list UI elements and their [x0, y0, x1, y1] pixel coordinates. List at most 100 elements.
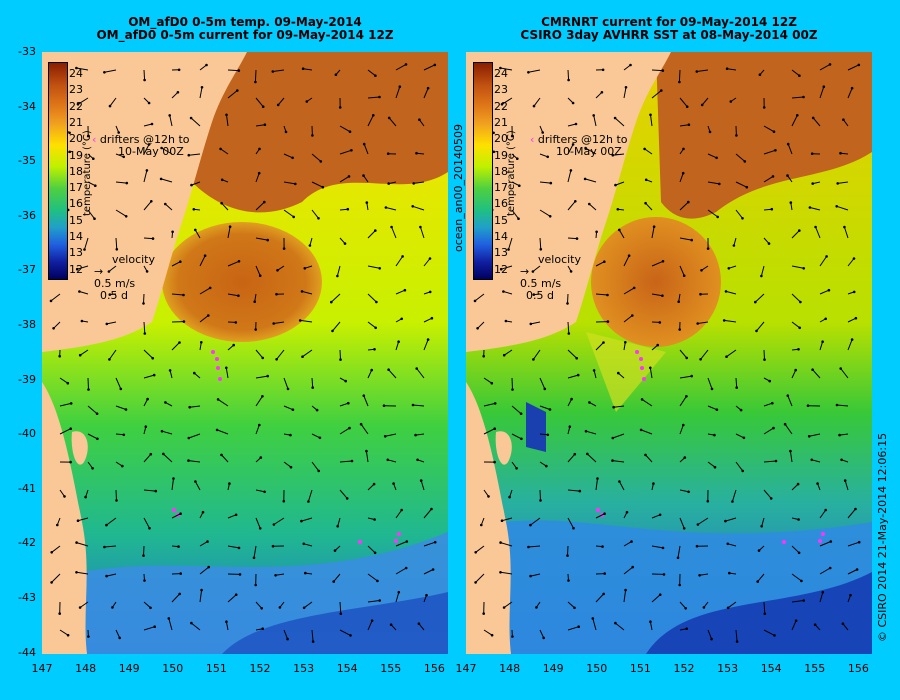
current-vector	[819, 63, 831, 71]
current-vector	[143, 453, 152, 463]
current-vector	[503, 349, 513, 356]
current-vector-head	[276, 103, 280, 107]
current-vector-head	[570, 397, 573, 401]
current-vector-head	[517, 217, 520, 220]
current-vector	[367, 573, 378, 582]
left-sst-map[interactable]	[42, 52, 448, 654]
current-vector-head	[838, 433, 841, 437]
current-vector-head	[783, 422, 787, 426]
current-vector	[567, 293, 569, 304]
current-vector	[586, 453, 597, 463]
current-vector-head	[415, 151, 418, 155]
current-vector-head	[535, 606, 538, 609]
current-vector-head	[105, 322, 109, 326]
current-vector	[385, 433, 397, 437]
current-vector	[475, 545, 485, 553]
current-vector-head	[706, 499, 710, 503]
current-vector	[301, 517, 313, 522]
current-vector-head	[80, 319, 84, 323]
current-vector	[679, 375, 692, 379]
southern-land	[42, 382, 87, 654]
current-vector-head	[272, 523, 276, 526]
current-vector-head	[122, 433, 126, 437]
current-vector-head	[304, 571, 307, 575]
current-vector-head	[117, 131, 120, 134]
current-vector-head	[276, 269, 279, 272]
current-vector-head	[87, 388, 90, 391]
current-vector-head	[108, 293, 112, 296]
current-vector	[528, 69, 541, 73]
current-vector	[143, 293, 145, 304]
current-vector-head	[771, 401, 774, 405]
current-vector	[843, 226, 849, 239]
current-vector	[763, 208, 772, 211]
current-vector-head	[311, 640, 315, 643]
current-vector-head	[317, 217, 320, 220]
current-vector	[679, 265, 685, 276]
current-vector-head	[482, 354, 485, 358]
current-vector-head	[854, 507, 857, 511]
current-vector	[475, 573, 485, 583]
current-vector-head	[573, 606, 576, 610]
current-vector	[678, 293, 681, 302]
longitude-tick-label: 156	[423, 662, 445, 675]
current-vector	[735, 209, 743, 219]
current-vector-head	[546, 155, 549, 159]
current-vector-head	[397, 590, 401, 594]
right-colorbar	[473, 62, 493, 280]
current-vector-head	[601, 545, 604, 548]
current-vector	[679, 517, 685, 529]
current-vector-head	[806, 404, 810, 408]
current-vector-head	[493, 460, 496, 464]
current-vector	[255, 349, 264, 359]
current-vector-head	[107, 270, 111, 273]
current-vector-head	[687, 490, 690, 494]
current-vector-head	[302, 606, 306, 610]
current-vector	[707, 153, 717, 159]
current-vector	[171, 261, 181, 267]
current-vector-head	[770, 207, 774, 211]
current-vector-head	[142, 302, 145, 305]
current-vector-head	[319, 160, 323, 163]
current-vector	[567, 374, 579, 379]
current-vector	[847, 508, 856, 519]
current-vector-head	[618, 480, 621, 483]
current-vector	[189, 405, 201, 408]
current-vector	[395, 341, 400, 351]
current-vector-head	[147, 101, 151, 105]
right-sst-map[interactable]	[466, 52, 872, 654]
current-vector-head	[529, 322, 533, 326]
current-vector-head	[532, 293, 536, 296]
current-vector	[283, 181, 296, 185]
current-vector-head	[735, 134, 738, 137]
current-vector	[79, 601, 89, 608]
current-vector-head	[835, 205, 838, 208]
current-vector-head	[762, 106, 766, 109]
current-vector	[567, 200, 576, 211]
current-vector	[423, 569, 434, 575]
current-vector-head	[507, 248, 510, 251]
current-vector-head	[171, 230, 174, 234]
current-vector	[227, 226, 231, 239]
current-vector	[539, 181, 551, 184]
current-vector-head	[93, 217, 96, 220]
current-vector-head	[682, 423, 685, 427]
current-vector-head	[387, 182, 391, 185]
current-vector-head	[631, 314, 634, 317]
current-vector	[763, 601, 766, 614]
current-vector-head	[767, 242, 771, 245]
current-vector	[77, 265, 89, 270]
current-vector-head	[200, 341, 203, 344]
current-vector	[727, 68, 737, 71]
current-vector-head	[490, 633, 494, 637]
current-vector-head	[258, 527, 262, 530]
current-vector	[143, 626, 155, 631]
current-vector-head	[548, 408, 552, 411]
colorbar-tick-label: 15	[69, 213, 83, 227]
current-vector	[763, 629, 775, 636]
current-vector-head	[164, 202, 167, 206]
current-vector-head	[601, 68, 605, 72]
current-vector-head	[624, 588, 627, 592]
current-vector	[227, 260, 240, 267]
current-vector	[423, 339, 429, 351]
